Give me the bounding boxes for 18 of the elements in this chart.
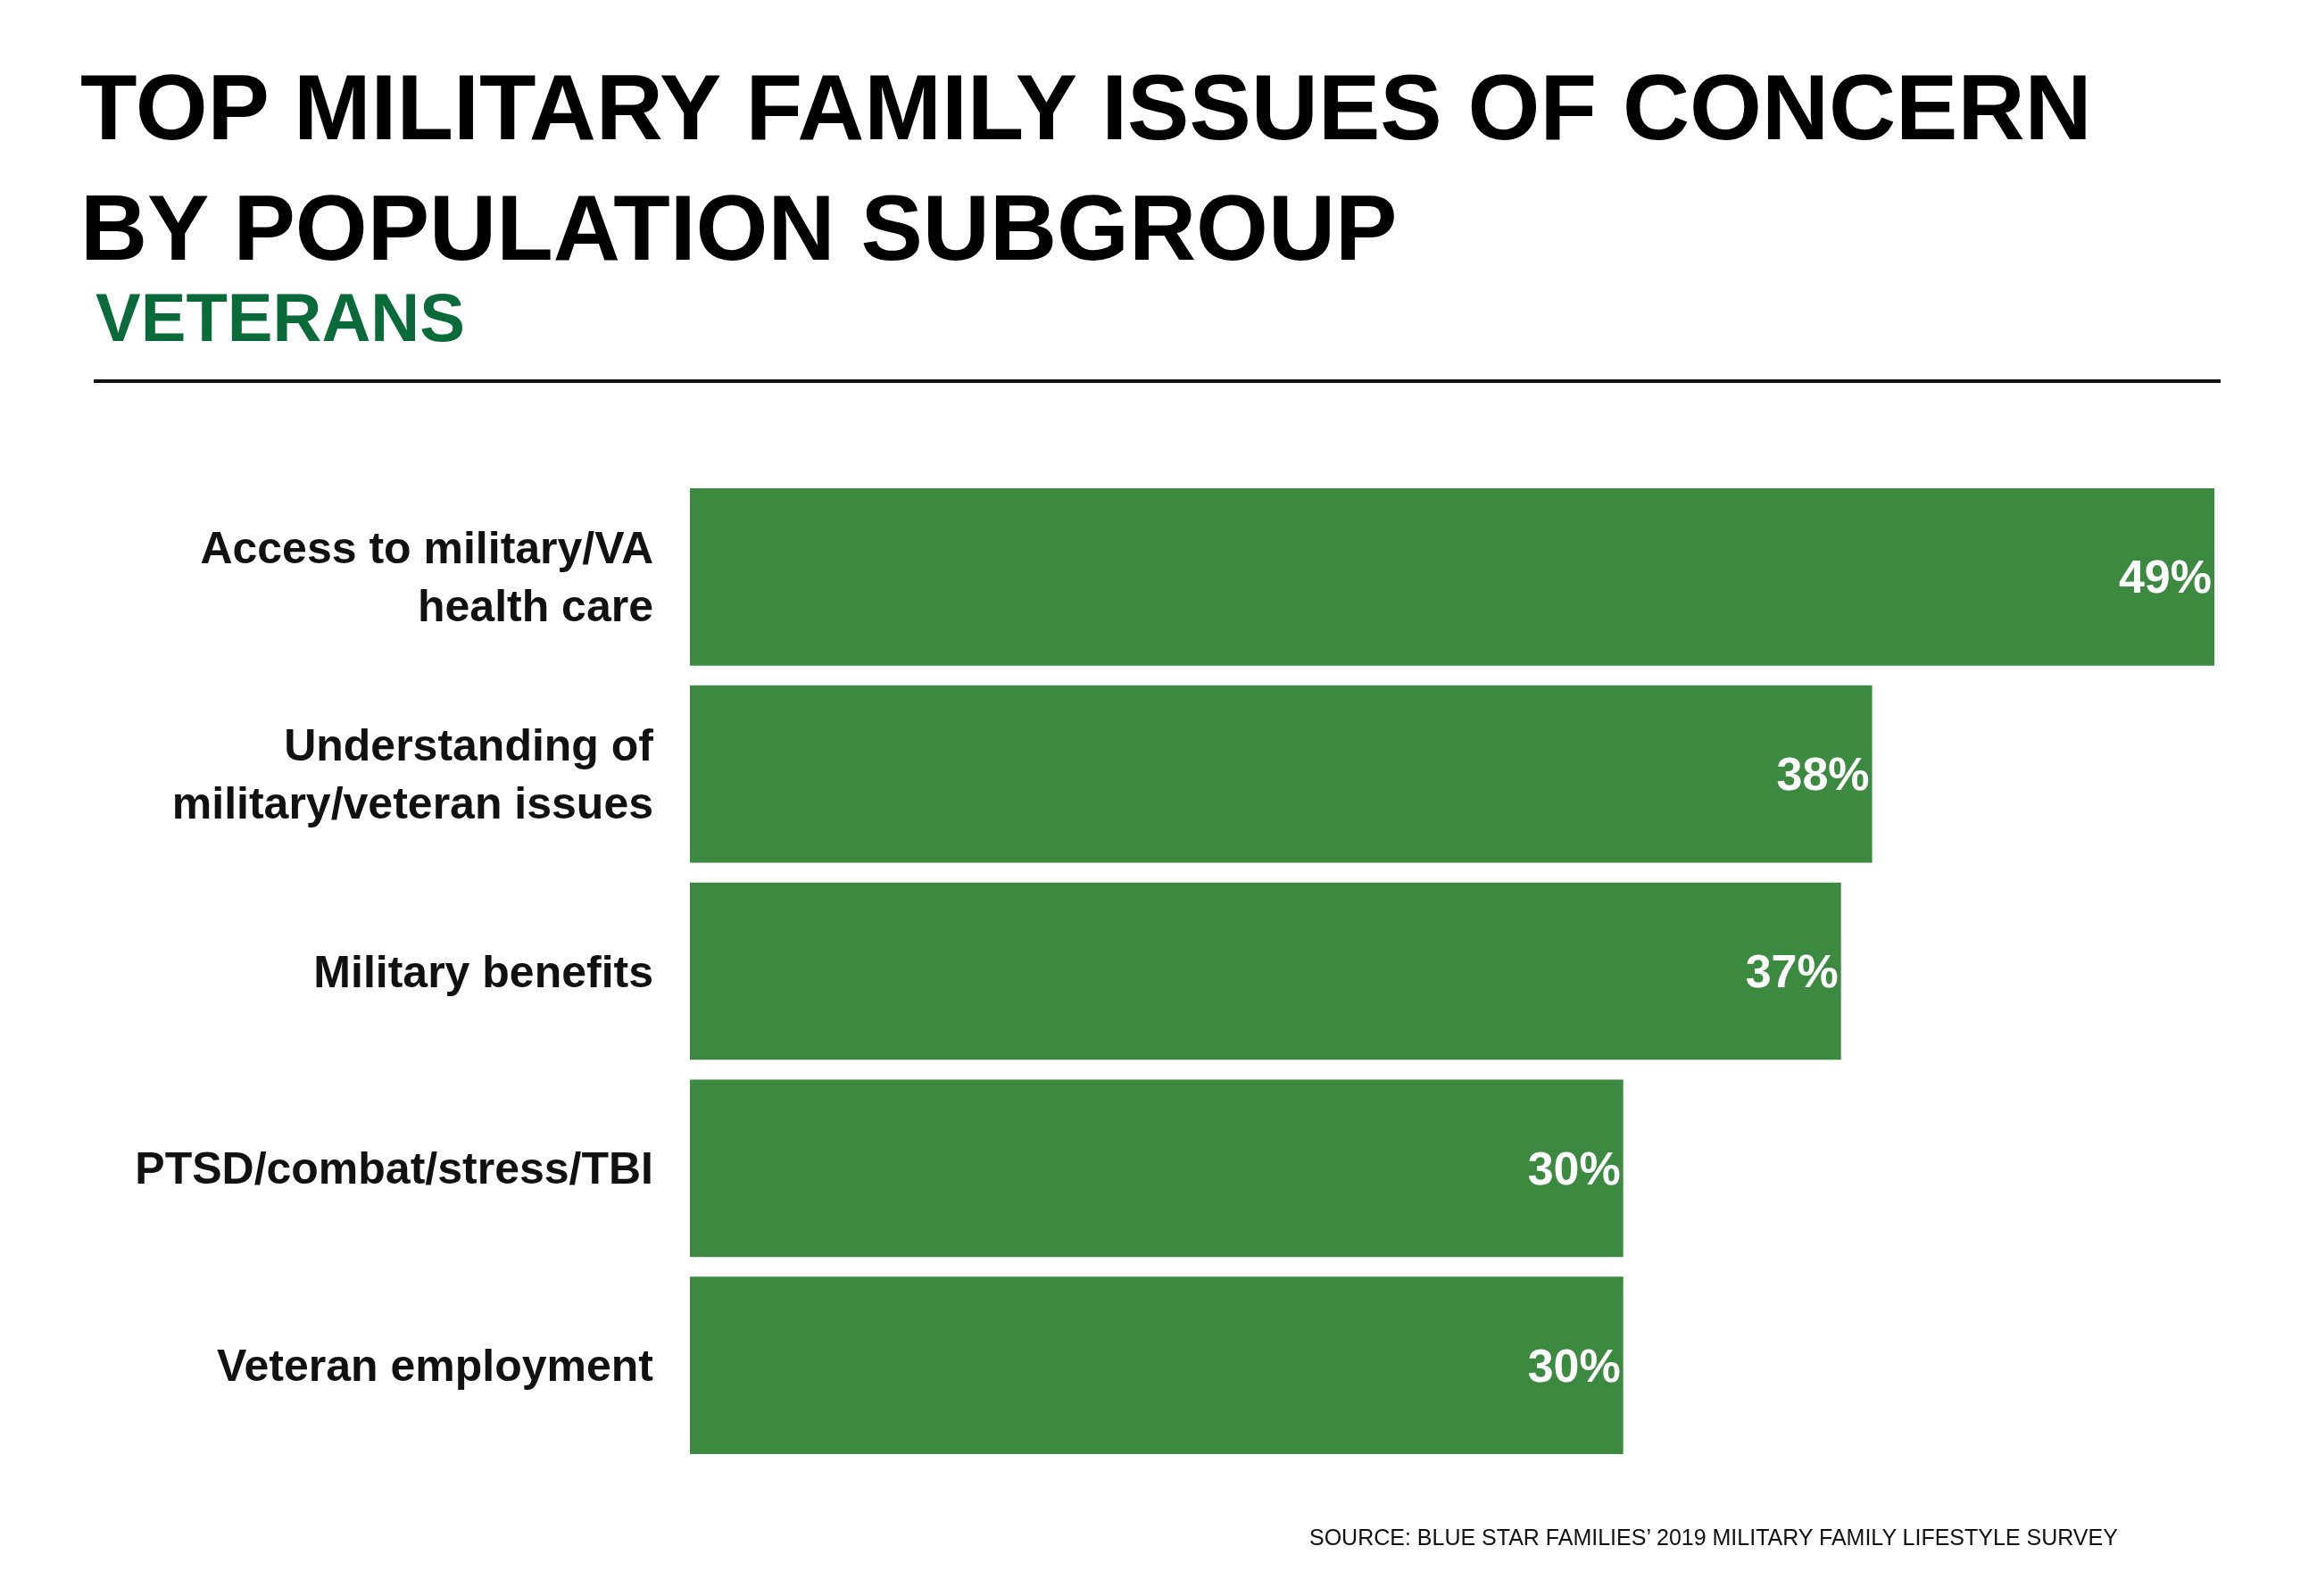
chart-title: TOP MILITARY FAMILY ISSUES OF CONCERN BY POPULATION SUBGROUP (80, 55, 2092, 280)
y-tick-label: Access to military/VA health care (200, 523, 653, 632)
data-label: 30% (1527, 1339, 1621, 1392)
data-label: 37% (1745, 945, 1839, 997)
chart-subtitle: VETERANS (96, 279, 465, 355)
y-tick-label: Military benefits (313, 946, 653, 997)
bar (690, 882, 1841, 1060)
bar (690, 488, 2214, 666)
bar (690, 685, 1873, 863)
y-tick-label: PTSD/combat/stress/TBI (135, 1143, 653, 1194)
bar (690, 1276, 1624, 1454)
source-note: SOURCE: BLUE STAR FAMILIES’ 2019 MILITARY FAMILY LIFESTYLE SURVEY (1309, 1525, 2119, 1550)
bar (690, 1079, 1624, 1258)
data-label: 49% (2118, 551, 2212, 603)
y-tick-label: Veteran employment (216, 1341, 654, 1392)
data-label: 30% (1527, 1142, 1621, 1194)
data-label: 38% (1776, 748, 1870, 801)
y-tick-label: Understanding of military/veteran issues (171, 720, 654, 829)
